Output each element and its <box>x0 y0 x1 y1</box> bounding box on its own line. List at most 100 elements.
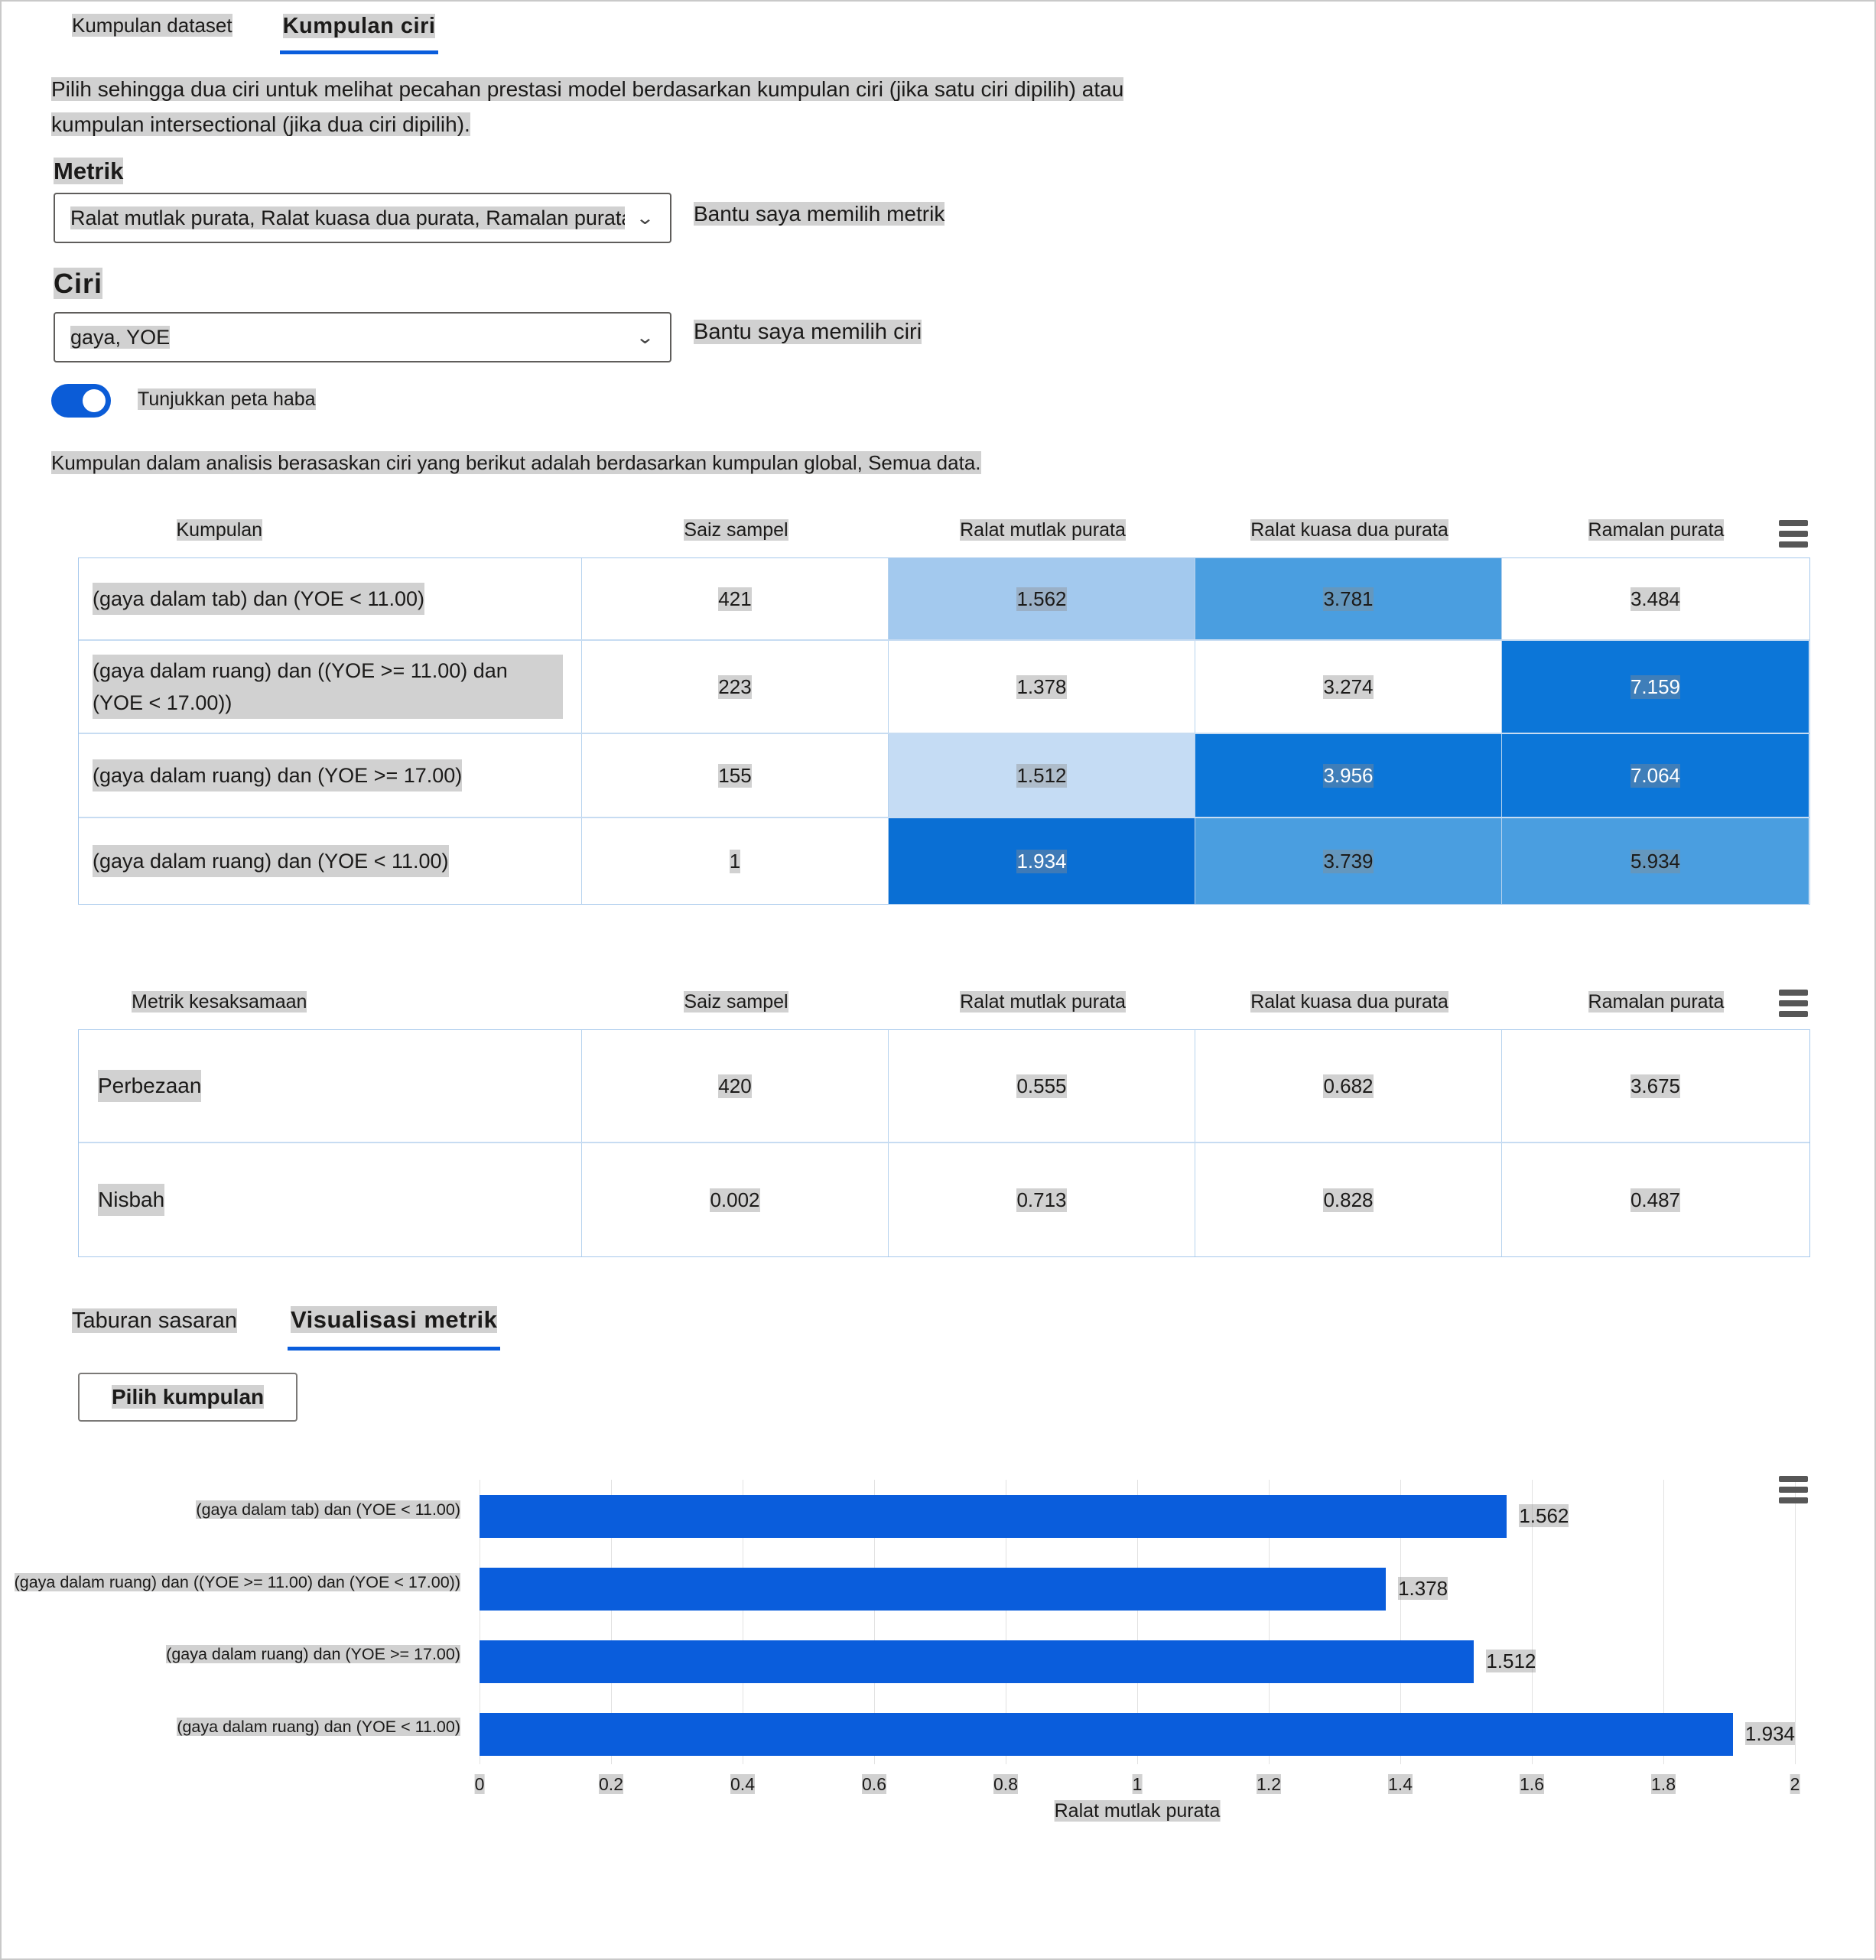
cohort-name-cell: (gaya dalam ruang) dan ((YOE >= 11.00) d… <box>79 641 582 733</box>
column-header-kumpulan: Kumpulan <box>176 518 263 541</box>
sample-size-cell: 1 <box>582 818 889 904</box>
bar-value-label: 1.562 <box>1519 1504 1569 1527</box>
chevron-down-icon: ⌄ <box>635 207 655 229</box>
chevron-down-icon: ⌄ <box>635 327 655 348</box>
feature-dropdown[interactable]: gaya, YOE ⌄ <box>54 312 671 362</box>
x-axis-title: Ralat mutlak purata <box>1054 1800 1221 1822</box>
table-row: (gaya dalam ruang) dan (YOE >= 17.00) 15… <box>79 734 1809 818</box>
column-header-ralat-kuasa: Ralat kuasa dua purata <box>1250 518 1448 541</box>
value-cell: 3.675 <box>1630 1074 1681 1098</box>
x-tick-label: 0.4 <box>730 1774 755 1794</box>
bar-value-label: 1.378 <box>1398 1577 1448 1600</box>
feature-dropdown-value: gaya, YOE <box>70 325 171 349</box>
heatmap-cell: 1.562 <box>889 558 1195 639</box>
bar-row: 1.512 <box>480 1625 1795 1698</box>
tab-dataset-cohorts-label: Kumpulan dataset <box>72 14 232 37</box>
heatmap-cell: 5.934 <box>1502 818 1809 904</box>
bar-row: 1.378 <box>480 1552 1795 1625</box>
gridline <box>1663 1480 1664 1764</box>
heatmap-cell: 7.159 <box>1502 641 1809 733</box>
x-tick-label: 1.2 <box>1257 1774 1281 1794</box>
column-header-saiz-sampel: Saiz sampel <box>684 990 788 1013</box>
value-cell: 0.555 <box>889 1030 1195 1142</box>
tab-feature-cohorts[interactable]: Kumpulan ciri <box>279 8 439 54</box>
gridline <box>1795 1480 1796 1764</box>
chart-plot-area: 1.562 1.378 1.512 1.934 <box>480 1480 1796 1764</box>
metric-dropdown[interactable]: Ralat mutlak purata, Ralat kuasa dua pur… <box>54 193 671 243</box>
toggle-knob-icon <box>83 389 106 412</box>
column-header-ralat-mutlak: Ralat mutlak purata <box>960 990 1126 1013</box>
sample-size-cell: 223 <box>582 641 889 733</box>
feature-section-label: Ciri <box>54 268 103 299</box>
chart-category-label: (gaya dalam ruang) dan ((YOE >= 11.00) d… <box>14 1573 460 1591</box>
x-tick-label: 0.8 <box>993 1774 1018 1794</box>
cohort-name-cell: (gaya dalam ruang) dan (YOE >= 17.00) <box>79 734 582 817</box>
analysis-note: Kumpulan dalam analisis berasaskan ciri … <box>51 451 981 474</box>
fairness-metrics-table: Metrik kesaksamaan Saiz sampel Ralat mut… <box>78 974 1810 1257</box>
sample-size-cell: 155 <box>582 734 889 817</box>
gridline <box>611 1480 612 1764</box>
heatmap-cell: 3.956 <box>1195 734 1502 817</box>
heatmap-cell: 3.739 <box>1195 818 1502 904</box>
tab-dataset-cohorts[interactable]: Kumpulan dataset <box>69 8 236 54</box>
heatmap-cell: 3.274 <box>1195 641 1502 733</box>
chart-menu-icon[interactable] <box>1779 1476 1809 1508</box>
pivot-tab-bar: Kumpulan dataset Kumpulan ciri <box>69 8 439 54</box>
bar-value-label: 1.512 <box>1486 1650 1536 1672</box>
cohort-table-menu-icon[interactable] <box>1779 520 1809 552</box>
value-cell: 0.002 <box>582 1143 889 1256</box>
table-row: Nisbah 0.002 0.713 0.828 0.487 <box>79 1143 1809 1256</box>
x-tick-label: 0.6 <box>862 1774 886 1794</box>
value-cell: 0.682 <box>1195 1030 1502 1142</box>
column-header-metrik-kesaksamaan: Metrik kesaksamaan <box>132 990 307 1013</box>
value-cell: 0.713 <box>889 1143 1195 1256</box>
x-tick-label: 1.4 <box>1388 1774 1413 1794</box>
fairness-metric-name-cell: Nisbah <box>79 1143 582 1256</box>
gridline <box>1532 1480 1533 1764</box>
tab-feature-cohorts-label: Kumpulan ciri <box>282 14 436 38</box>
x-tick-label: 2 <box>1790 1774 1800 1794</box>
heatmap-toggle-label: Tunjukkan peta haba <box>138 388 316 410</box>
chart-category-label: (gaya dalam ruang) dan (YOE < 11.00) <box>177 1718 460 1736</box>
column-header-ramalan: Ramalan purata <box>1588 518 1725 541</box>
gridline <box>1400 1480 1401 1764</box>
tab-target-distribution[interactable]: Taburan sasaran <box>72 1308 238 1333</box>
x-tick-label: 0.2 <box>599 1774 623 1794</box>
gridline <box>874 1480 875 1764</box>
table-row: Perbezaan 420 0.555 0.682 3.675 <box>79 1030 1809 1143</box>
gridline <box>1269 1480 1270 1764</box>
value-cell: 420 <box>582 1030 889 1142</box>
x-tick-label: 1.6 <box>1520 1774 1544 1794</box>
bar-value-label: 1.934 <box>1744 1722 1795 1745</box>
bar-row: 1.934 <box>480 1698 1795 1770</box>
column-header-ralat-kuasa: Ralat kuasa dua purata <box>1250 990 1448 1013</box>
bar <box>480 1494 1507 1538</box>
fairness-metric-name-cell: Perbezaan <box>79 1030 582 1142</box>
cohort-metrics-table: Kumpulan Saiz sampel Ralat mutlak purata… <box>78 502 1810 905</box>
bar <box>480 1712 1733 1756</box>
page-description: Pilih sehingga dua ciri untuk melihat pe… <box>51 77 1124 136</box>
heatmap-cell: 1.934 <box>889 818 1195 904</box>
metric-dropdown-value: Ralat mutlak purata, Ralat kuasa dua pur… <box>70 206 625 230</box>
tab-metric-visualization[interactable]: Visualisasi metrik <box>288 1302 501 1351</box>
fairness-table-header: Metrik kesaksamaan Saiz sampel Ralat mut… <box>78 974 1810 1029</box>
x-tick-label: 1.8 <box>1651 1774 1676 1794</box>
cohort-name-cell: (gaya dalam ruang) dan (YOE < 11.00) <box>79 818 582 904</box>
table-row: (gaya dalam tab) dan (YOE < 11.00) 421 1… <box>79 558 1809 641</box>
table-row: (gaya dalam ruang) dan ((YOE >= 11.00) d… <box>79 641 1809 734</box>
heatmap-cell: 3.484 <box>1502 558 1809 639</box>
metric-help-link[interactable]: Bantu saya memilih metrik <box>694 202 945 226</box>
feature-help-link[interactable]: Bantu saya memilih ciri <box>694 320 922 344</box>
fairness-table-menu-icon[interactable] <box>1779 990 1809 1022</box>
select-cohort-button[interactable]: Pilih kumpulan <box>78 1373 298 1422</box>
visualization-tab-bar: Taburan sasaran Visualisasi metrik <box>69 1302 501 1351</box>
column-header-ramalan: Ramalan purata <box>1588 990 1725 1013</box>
bar-row: 1.562 <box>480 1480 1795 1552</box>
heatmap-cell: 1.512 <box>889 734 1195 817</box>
heatmap-toggle[interactable] <box>51 384 111 418</box>
table-row: (gaya dalam ruang) dan (YOE < 11.00) 1 1… <box>79 818 1809 904</box>
column-header-saiz-sampel: Saiz sampel <box>684 518 788 541</box>
bar <box>480 1567 1387 1611</box>
cohort-table-header: Kumpulan Saiz sampel Ralat mutlak purata… <box>78 502 1810 557</box>
